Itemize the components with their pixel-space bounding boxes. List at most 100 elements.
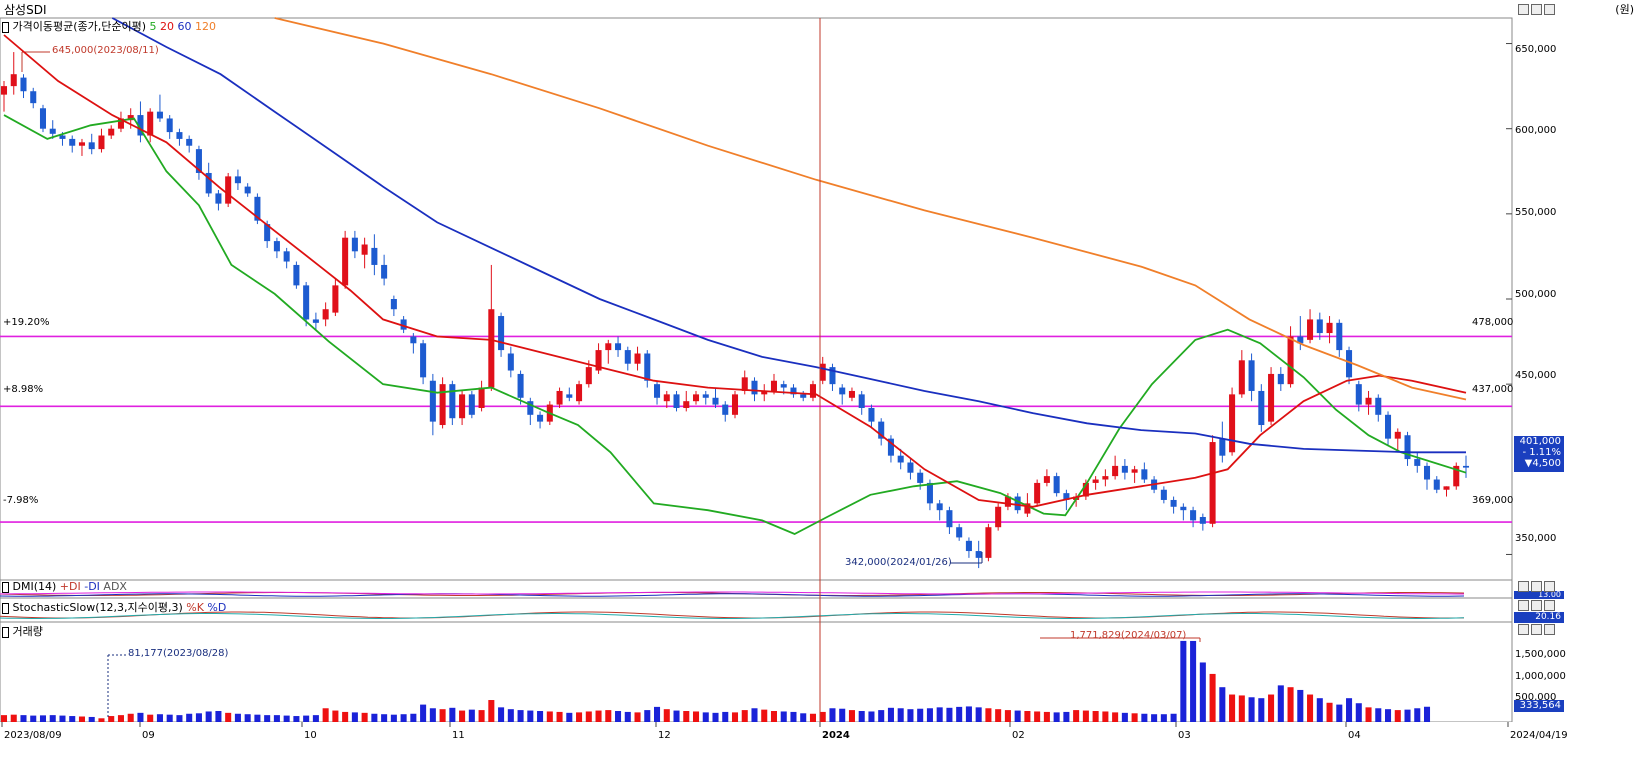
volume-bar bbox=[498, 707, 505, 722]
candle-body bbox=[1404, 435, 1411, 460]
stoch-pane-restore-button[interactable] bbox=[1518, 600, 1529, 611]
candle-body bbox=[137, 115, 144, 136]
candle-body bbox=[0, 86, 8, 95]
candle-body bbox=[215, 193, 222, 204]
candle-body bbox=[381, 264, 388, 279]
candle-body bbox=[1121, 465, 1128, 473]
candle-body bbox=[897, 455, 904, 463]
volume-label: 거래량 bbox=[12, 625, 43, 638]
volume-bar bbox=[1131, 713, 1138, 722]
vol-ytick-500000: 500,000 bbox=[1515, 692, 1557, 703]
volume-bar bbox=[69, 716, 76, 722]
dmi-adx-label: ADX bbox=[103, 580, 127, 593]
volume-bar bbox=[186, 713, 193, 722]
hline-price-3: 369,000 bbox=[1472, 495, 1514, 506]
volume-bar bbox=[1423, 706, 1431, 722]
candle-body bbox=[322, 309, 329, 320]
candle-body bbox=[615, 343, 622, 351]
volume-bar bbox=[1238, 695, 1245, 722]
candle-body bbox=[273, 241, 280, 252]
volume-pane-restore-button[interactable] bbox=[1518, 624, 1529, 635]
dmi-pane-restore-button[interactable] bbox=[1518, 581, 1529, 592]
volume-bar bbox=[1092, 711, 1099, 722]
candle-body bbox=[790, 387, 797, 395]
high-annotation: 645,000(2023/08/11) bbox=[52, 45, 159, 56]
volume-bar bbox=[537, 711, 544, 722]
candle-body bbox=[225, 176, 232, 204]
stoch-pane-max-button[interactable] bbox=[1531, 600, 1542, 611]
volume-bar bbox=[244, 714, 251, 722]
stoch-d-line bbox=[0, 613, 1465, 619]
volume-bar bbox=[926, 708, 933, 722]
candle-body bbox=[20, 77, 27, 92]
ma60-label: 60 bbox=[177, 20, 192, 33]
volume-bar bbox=[293, 716, 300, 722]
candle-body bbox=[1034, 482, 1041, 504]
volume-bar bbox=[985, 708, 992, 722]
candle-body bbox=[410, 336, 417, 344]
candle-body bbox=[459, 394, 466, 419]
candle-body bbox=[683, 401, 690, 408]
x-tick-label: 03 bbox=[1178, 730, 1191, 741]
volume-pane-close-button[interactable] bbox=[1544, 624, 1555, 635]
volume-bar bbox=[420, 704, 427, 722]
price-pane-max-button[interactable] bbox=[1531, 4, 1542, 15]
volume-pane-frame bbox=[0, 621, 1513, 723]
candle-body bbox=[537, 414, 544, 422]
volume-bar bbox=[147, 714, 154, 722]
volume-bar bbox=[1190, 640, 1197, 722]
volume-bar bbox=[488, 700, 495, 722]
volume-bar bbox=[234, 713, 241, 722]
current-price: 401,000 bbox=[1519, 436, 1561, 447]
volume-bar bbox=[1316, 698, 1323, 722]
candle-body bbox=[946, 510, 953, 528]
candle-body bbox=[770, 380, 778, 391]
x-tick-label: 02 bbox=[1012, 730, 1025, 741]
volume-bar bbox=[342, 711, 349, 722]
vol-ytick-1500000: 1,500,000 bbox=[1515, 649, 1566, 660]
ytick-650000: 650,000 bbox=[1515, 44, 1557, 55]
x-tick-label: 2024 bbox=[822, 730, 850, 741]
x-tick-label: 09 bbox=[142, 730, 155, 741]
dmi-mdi-line bbox=[0, 593, 1465, 597]
volume-bar bbox=[176, 715, 183, 722]
price-pane-restore-button[interactable] bbox=[1518, 4, 1529, 15]
dmi-pane-max-button[interactable] bbox=[1531, 581, 1542, 592]
stoch-pane-close-button[interactable] bbox=[1544, 600, 1555, 611]
dmi-adx-line bbox=[0, 591, 1464, 595]
volume-bar bbox=[995, 709, 1002, 722]
candle-body bbox=[400, 319, 407, 330]
title-bar: 삼성SDI (원) bbox=[0, 0, 1640, 18]
dmi-pane-close-button[interactable] bbox=[1544, 581, 1555, 592]
price-pane-close-button[interactable] bbox=[1544, 4, 1555, 15]
volume-bar bbox=[1307, 694, 1314, 722]
oscillators bbox=[0, 591, 1465, 619]
volume-bar bbox=[858, 711, 865, 722]
volume-bar bbox=[1170, 713, 1177, 722]
candle-body bbox=[868, 407, 875, 422]
volume-bar bbox=[741, 710, 748, 722]
volume-bar bbox=[1297, 689, 1304, 722]
volume-bar bbox=[215, 711, 222, 722]
volume-bar bbox=[1180, 640, 1187, 722]
candle-body bbox=[809, 384, 816, 398]
ma20-label: 20 bbox=[160, 20, 175, 33]
volume-pane-max-button[interactable] bbox=[1531, 624, 1542, 635]
candle-body bbox=[1268, 373, 1275, 422]
dmi-value-box: 13.00 bbox=[1514, 591, 1564, 599]
candle-body bbox=[1141, 469, 1148, 480]
candle-body bbox=[205, 172, 212, 194]
volume-bar bbox=[30, 715, 37, 722]
volume-bar bbox=[322, 708, 329, 722]
candle-body bbox=[264, 224, 271, 242]
candle-body bbox=[342, 237, 349, 286]
stoch-label: StochasticSlow(12,3,지수이평,3) bbox=[12, 601, 183, 614]
candle-body bbox=[1336, 322, 1343, 351]
volume-bar bbox=[1014, 710, 1021, 722]
volume-bar bbox=[1141, 713, 1148, 722]
candle-body bbox=[995, 506, 1002, 528]
candle-body bbox=[585, 367, 592, 385]
candle-body bbox=[166, 118, 173, 133]
candle-body bbox=[1277, 373, 1284, 385]
